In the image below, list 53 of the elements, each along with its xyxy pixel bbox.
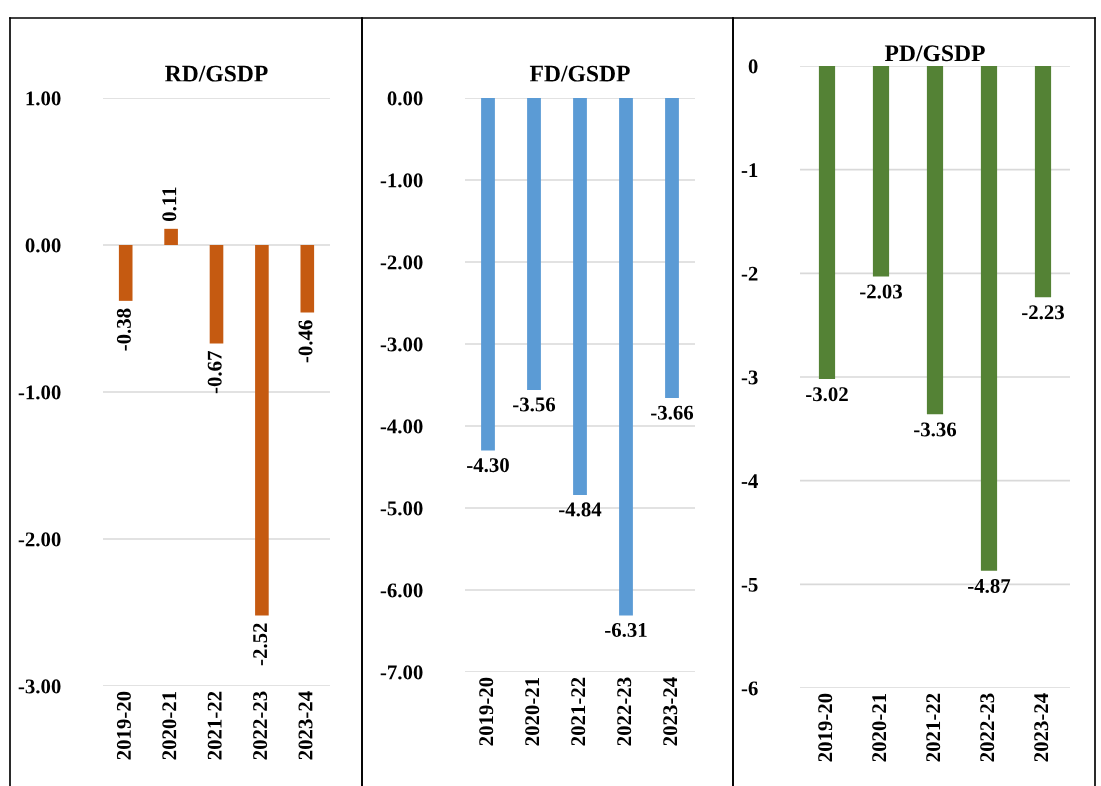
- x-tick-label: 2023-24: [298, 691, 313, 760]
- x-tick-label: 2021-22: [207, 691, 222, 760]
- x-tick-label: 2023-24: [1034, 693, 1049, 762]
- y-tick-label: -2.00: [18, 532, 61, 547]
- data-label: 0.11: [162, 187, 177, 221]
- data-label: -3.36: [914, 422, 957, 437]
- y-tick-label: 1.00: [26, 91, 61, 106]
- x-tick-label: 2019-20: [116, 691, 131, 760]
- x-tick-label: 2022-23: [617, 677, 632, 746]
- y-tick-label: -4: [741, 474, 758, 488]
- data-label: -0.67: [207, 351, 222, 394]
- x-tick-label: 2020-21: [525, 677, 540, 746]
- data-label: -2.52: [253, 623, 268, 666]
- y-tick-label: -2: [741, 266, 758, 281]
- y-tick-label: -1.00: [18, 385, 61, 400]
- x-tick-label: 2020-21: [872, 693, 887, 762]
- chart-title: RD/GSDP: [165, 65, 268, 82]
- chart-title: PD/GSDP: [884, 45, 985, 62]
- data-label: -2.23: [1022, 305, 1064, 320]
- x-tick-label: 2020-21: [162, 691, 177, 760]
- x-tick-label: 2019-20: [818, 693, 833, 762]
- y-tick-label: -6: [741, 681, 758, 696]
- y-tick-label: 0.00: [25, 238, 61, 253]
- data-label: -0.46: [298, 320, 313, 363]
- y-tick-label: -2.00: [380, 255, 423, 270]
- data-label: -6.31: [605, 622, 647, 638]
- y-tick-label: -3.00: [380, 337, 423, 352]
- y-tick-label: -3: [741, 370, 758, 385]
- y-tick-label: -5.00: [380, 501, 423, 516]
- x-tick-label: 2022-23: [253, 691, 268, 760]
- y-tick-label: -5: [741, 577, 758, 592]
- x-tick-label: 2023-24: [663, 677, 678, 746]
- data-label: -3.56: [513, 397, 556, 412]
- y-tick-label: -1: [741, 163, 758, 177]
- y-tick-label: 0.00: [387, 91, 423, 106]
- y-tick-label: -6.00: [380, 583, 423, 598]
- y-tick-label: -3.00: [18, 679, 61, 694]
- data-label: -4.87: [968, 578, 1011, 594]
- x-tick-label: 2019-20: [479, 677, 494, 746]
- y-tick-label: -7.00: [380, 665, 423, 680]
- data-label: -3.66: [651, 405, 694, 420]
- data-label: -3.02: [806, 387, 848, 402]
- y-tick-label: -1.00: [380, 173, 423, 188]
- data-label: -2.03: [860, 284, 902, 299]
- data-label: -0.38: [116, 308, 132, 351]
- y-tick-label: 0: [748, 59, 758, 74]
- x-tick-label: 2021-22: [926, 693, 941, 762]
- chart-title: FD/GSDP: [529, 65, 630, 82]
- data-label: -4.84: [559, 502, 602, 517]
- y-tick-label: -4.00: [380, 419, 423, 434]
- x-tick-label: 2022-23: [980, 693, 995, 762]
- x-tick-label: 2021-22: [571, 677, 586, 746]
- data-label: -4.30: [467, 458, 509, 473]
